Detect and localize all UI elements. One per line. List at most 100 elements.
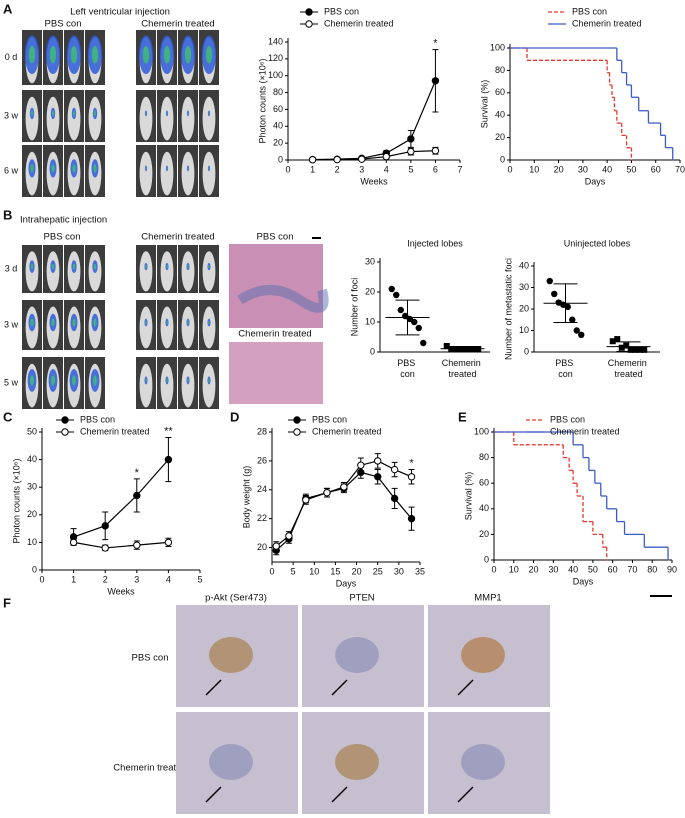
mouse-body bbox=[139, 306, 153, 349]
signal-core bbox=[145, 264, 147, 269]
signal-core bbox=[31, 110, 33, 116]
x-tick-label: 5 bbox=[197, 574, 202, 584]
point bbox=[632, 346, 639, 353]
mouse-body bbox=[202, 363, 216, 408]
point bbox=[388, 285, 395, 293]
y-tick-label: 26 bbox=[257, 455, 267, 465]
point bbox=[397, 306, 404, 314]
y-tick-label: 80 bbox=[479, 452, 489, 462]
annotation: * bbox=[433, 37, 438, 49]
arrow bbox=[331, 786, 348, 803]
y-tick-label: 40 bbox=[519, 260, 529, 270]
y-tick-label: 30 bbox=[27, 482, 37, 492]
point bbox=[340, 483, 348, 491]
point bbox=[420, 339, 427, 347]
group-label: PBS con bbox=[44, 232, 81, 243]
sd-bar bbox=[450, 347, 475, 351]
signal-core bbox=[208, 264, 210, 269]
signal-core bbox=[94, 110, 96, 116]
mouse-body bbox=[160, 306, 174, 349]
signal-core bbox=[187, 378, 189, 383]
arrow bbox=[457, 679, 474, 696]
panel-label: E bbox=[458, 409, 467, 424]
signal-core bbox=[93, 164, 97, 173]
y-tick-label: 30 bbox=[365, 256, 375, 266]
signal-core bbox=[142, 45, 150, 64]
sd-bar bbox=[395, 299, 420, 336]
x-tick-label: 0 bbox=[39, 574, 44, 584]
point bbox=[308, 156, 317, 164]
mouse-body bbox=[181, 251, 195, 292]
point bbox=[357, 461, 365, 469]
y-tick-label: 20 bbox=[257, 542, 267, 552]
x-tick-label: 2 bbox=[335, 164, 340, 174]
point bbox=[431, 77, 440, 85]
x-tick-label: 30 bbox=[394, 566, 404, 576]
x-tick-label: 0 bbox=[507, 164, 512, 174]
point bbox=[546, 277, 553, 285]
signal-core bbox=[208, 320, 210, 325]
point bbox=[578, 331, 585, 338]
legend-label: PBS con bbox=[312, 414, 347, 424]
signal-core bbox=[93, 318, 97, 327]
legend-label: Chemerin treated bbox=[312, 426, 382, 436]
legend-label: PBS con bbox=[324, 6, 359, 16]
x-tick-label: 70 bbox=[627, 564, 637, 574]
mouse-body bbox=[202, 306, 216, 349]
signal-core bbox=[28, 45, 36, 64]
x-tick-label: 6 bbox=[433, 164, 438, 174]
signal-core bbox=[72, 318, 76, 327]
x-tick-label: PBS con bbox=[397, 358, 418, 379]
x-tick-label: 40 bbox=[568, 564, 578, 574]
ihc-stain bbox=[461, 744, 505, 780]
y-tick-label: 0 bbox=[500, 154, 505, 164]
y-axis-label: Number of foci bbox=[349, 278, 359, 337]
y-tick-label: 100 bbox=[490, 42, 505, 52]
x-tick-label: 5 bbox=[408, 164, 413, 174]
x-tick-label: PBS con bbox=[555, 358, 576, 379]
histology-image bbox=[229, 342, 323, 404]
signal-core bbox=[187, 112, 189, 115]
point bbox=[609, 338, 616, 345]
y-tick-label: 24 bbox=[257, 484, 267, 494]
group-label: Chemerin treated bbox=[141, 232, 214, 243]
y-axis-label: Survival (%) bbox=[479, 80, 489, 129]
x-axis-label: Days bbox=[336, 578, 357, 588]
signal-core bbox=[187, 167, 189, 170]
signal-core bbox=[208, 378, 210, 383]
signal-core bbox=[51, 263, 55, 270]
signal-core bbox=[166, 320, 168, 325]
panel-title: Intrahepatic injection bbox=[20, 215, 107, 226]
y-tick-label: 22 bbox=[257, 513, 267, 523]
legend-marker bbox=[293, 428, 301, 436]
mouse-body bbox=[202, 251, 216, 292]
x-tick-label: 20 bbox=[554, 164, 564, 174]
point bbox=[407, 514, 416, 523]
point bbox=[407, 473, 416, 481]
y-tick-label: 60 bbox=[495, 87, 505, 97]
y-tick-label: 0 bbox=[278, 154, 283, 164]
signal-core bbox=[72, 375, 76, 386]
x-tick-label: 4 bbox=[384, 164, 389, 174]
x-tick-label: 50 bbox=[626, 164, 636, 174]
x-axis-label: Weeks bbox=[360, 176, 388, 186]
point bbox=[69, 538, 78, 547]
point bbox=[627, 346, 634, 353]
y-axis-label: Body weight (g) bbox=[241, 466, 251, 529]
point bbox=[133, 491, 141, 500]
y-tick-label: 80 bbox=[273, 87, 283, 97]
legend-label: PBS con bbox=[572, 6, 607, 16]
x-tick-label: 2 bbox=[103, 574, 108, 584]
x-tick-label: 20 bbox=[529, 564, 539, 574]
x-tick-label: 0 bbox=[269, 566, 274, 576]
point bbox=[407, 147, 415, 156]
sd-bar bbox=[553, 283, 578, 324]
y-tick-label: 40 bbox=[273, 121, 283, 131]
y-tick-label: 20 bbox=[365, 286, 375, 296]
point bbox=[641, 346, 648, 353]
signal-core bbox=[145, 112, 147, 115]
x-tick-label: 3 bbox=[134, 574, 139, 584]
mouse-body bbox=[139, 251, 153, 292]
point bbox=[415, 324, 422, 332]
